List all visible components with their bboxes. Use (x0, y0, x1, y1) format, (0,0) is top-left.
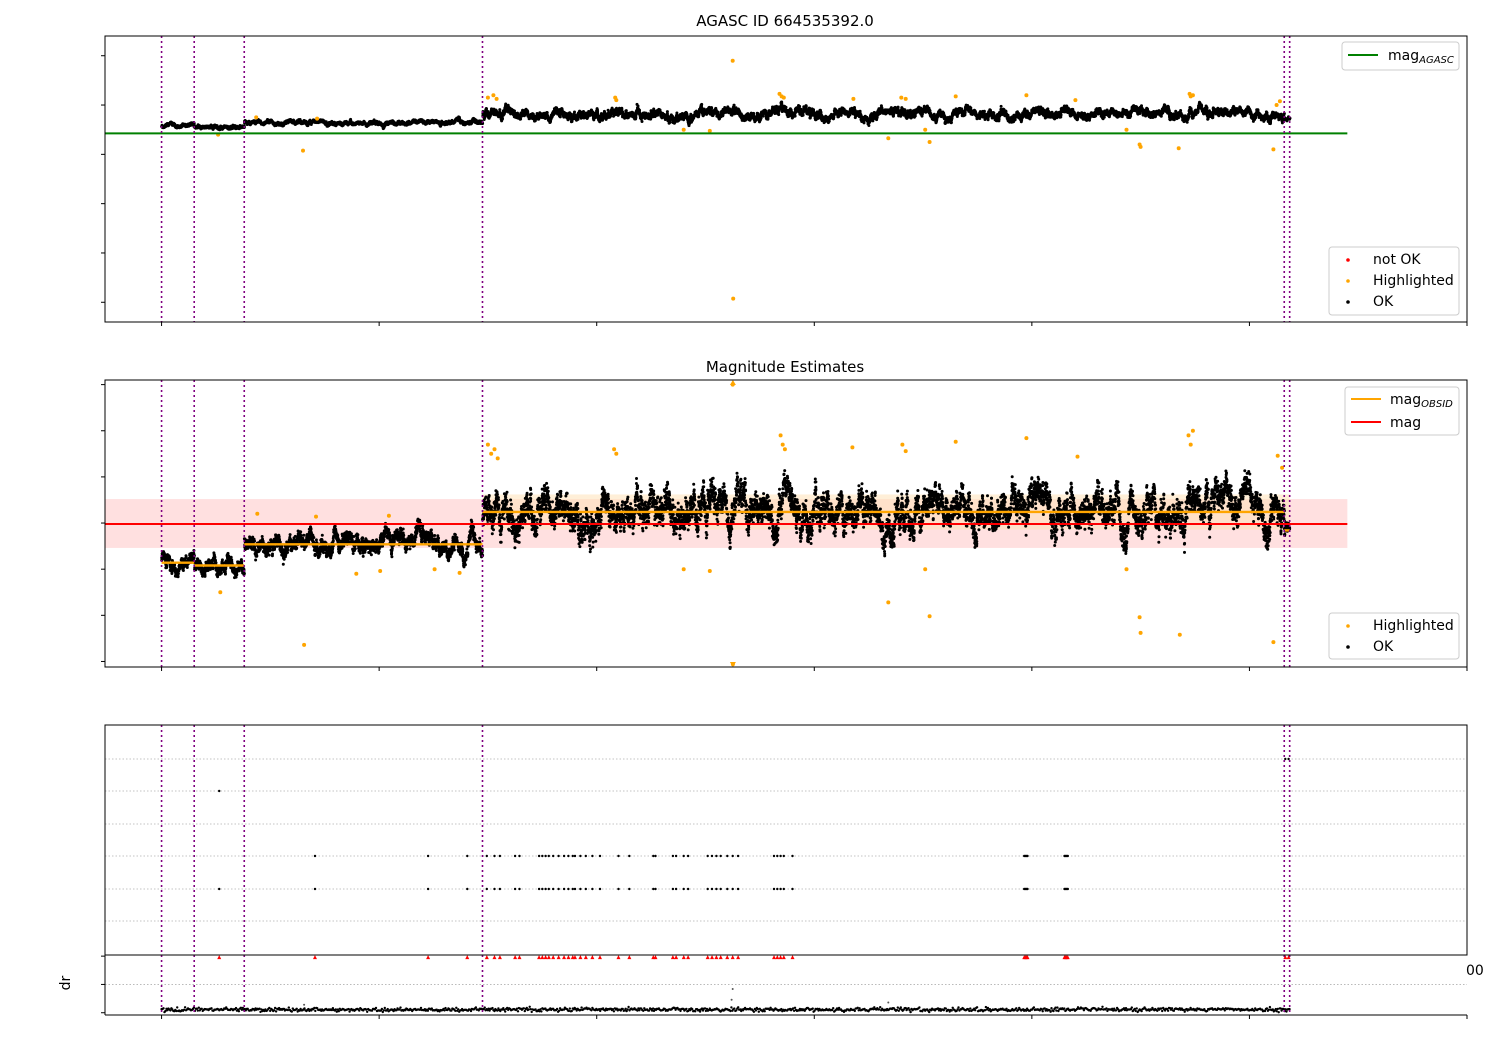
ok-data-point (606, 108, 610, 112)
ok-data-point (558, 115, 562, 119)
ok-data-point (636, 104, 640, 108)
ok-data-point (545, 111, 549, 115)
ok-data-point (573, 110, 576, 114)
ok-data-point (638, 108, 641, 112)
ok-data-point (526, 110, 530, 114)
ok-data-point (596, 110, 600, 114)
panel1-data-layer (105, 36, 1348, 322)
ok-data-point (759, 116, 763, 120)
ok-data-point (668, 120, 672, 124)
ok-data-point (498, 108, 502, 112)
ok-data-point (752, 111, 756, 115)
agasc-magnitude-panel: AGASC ID 664535392.0 magAGASC not OK Hig… (101, 12, 1468, 326)
ok-data-point (519, 117, 523, 121)
ok-data-point (620, 106, 624, 110)
ok-data-point (700, 102, 704, 106)
panel1-title: AGASC ID 664535392.0 (696, 12, 874, 30)
ok-data-point (624, 109, 628, 113)
ok-data-point (710, 106, 714, 110)
ok-data-point (640, 120, 644, 123)
ok-data-point (732, 103, 736, 107)
ok-data-point (665, 112, 669, 116)
